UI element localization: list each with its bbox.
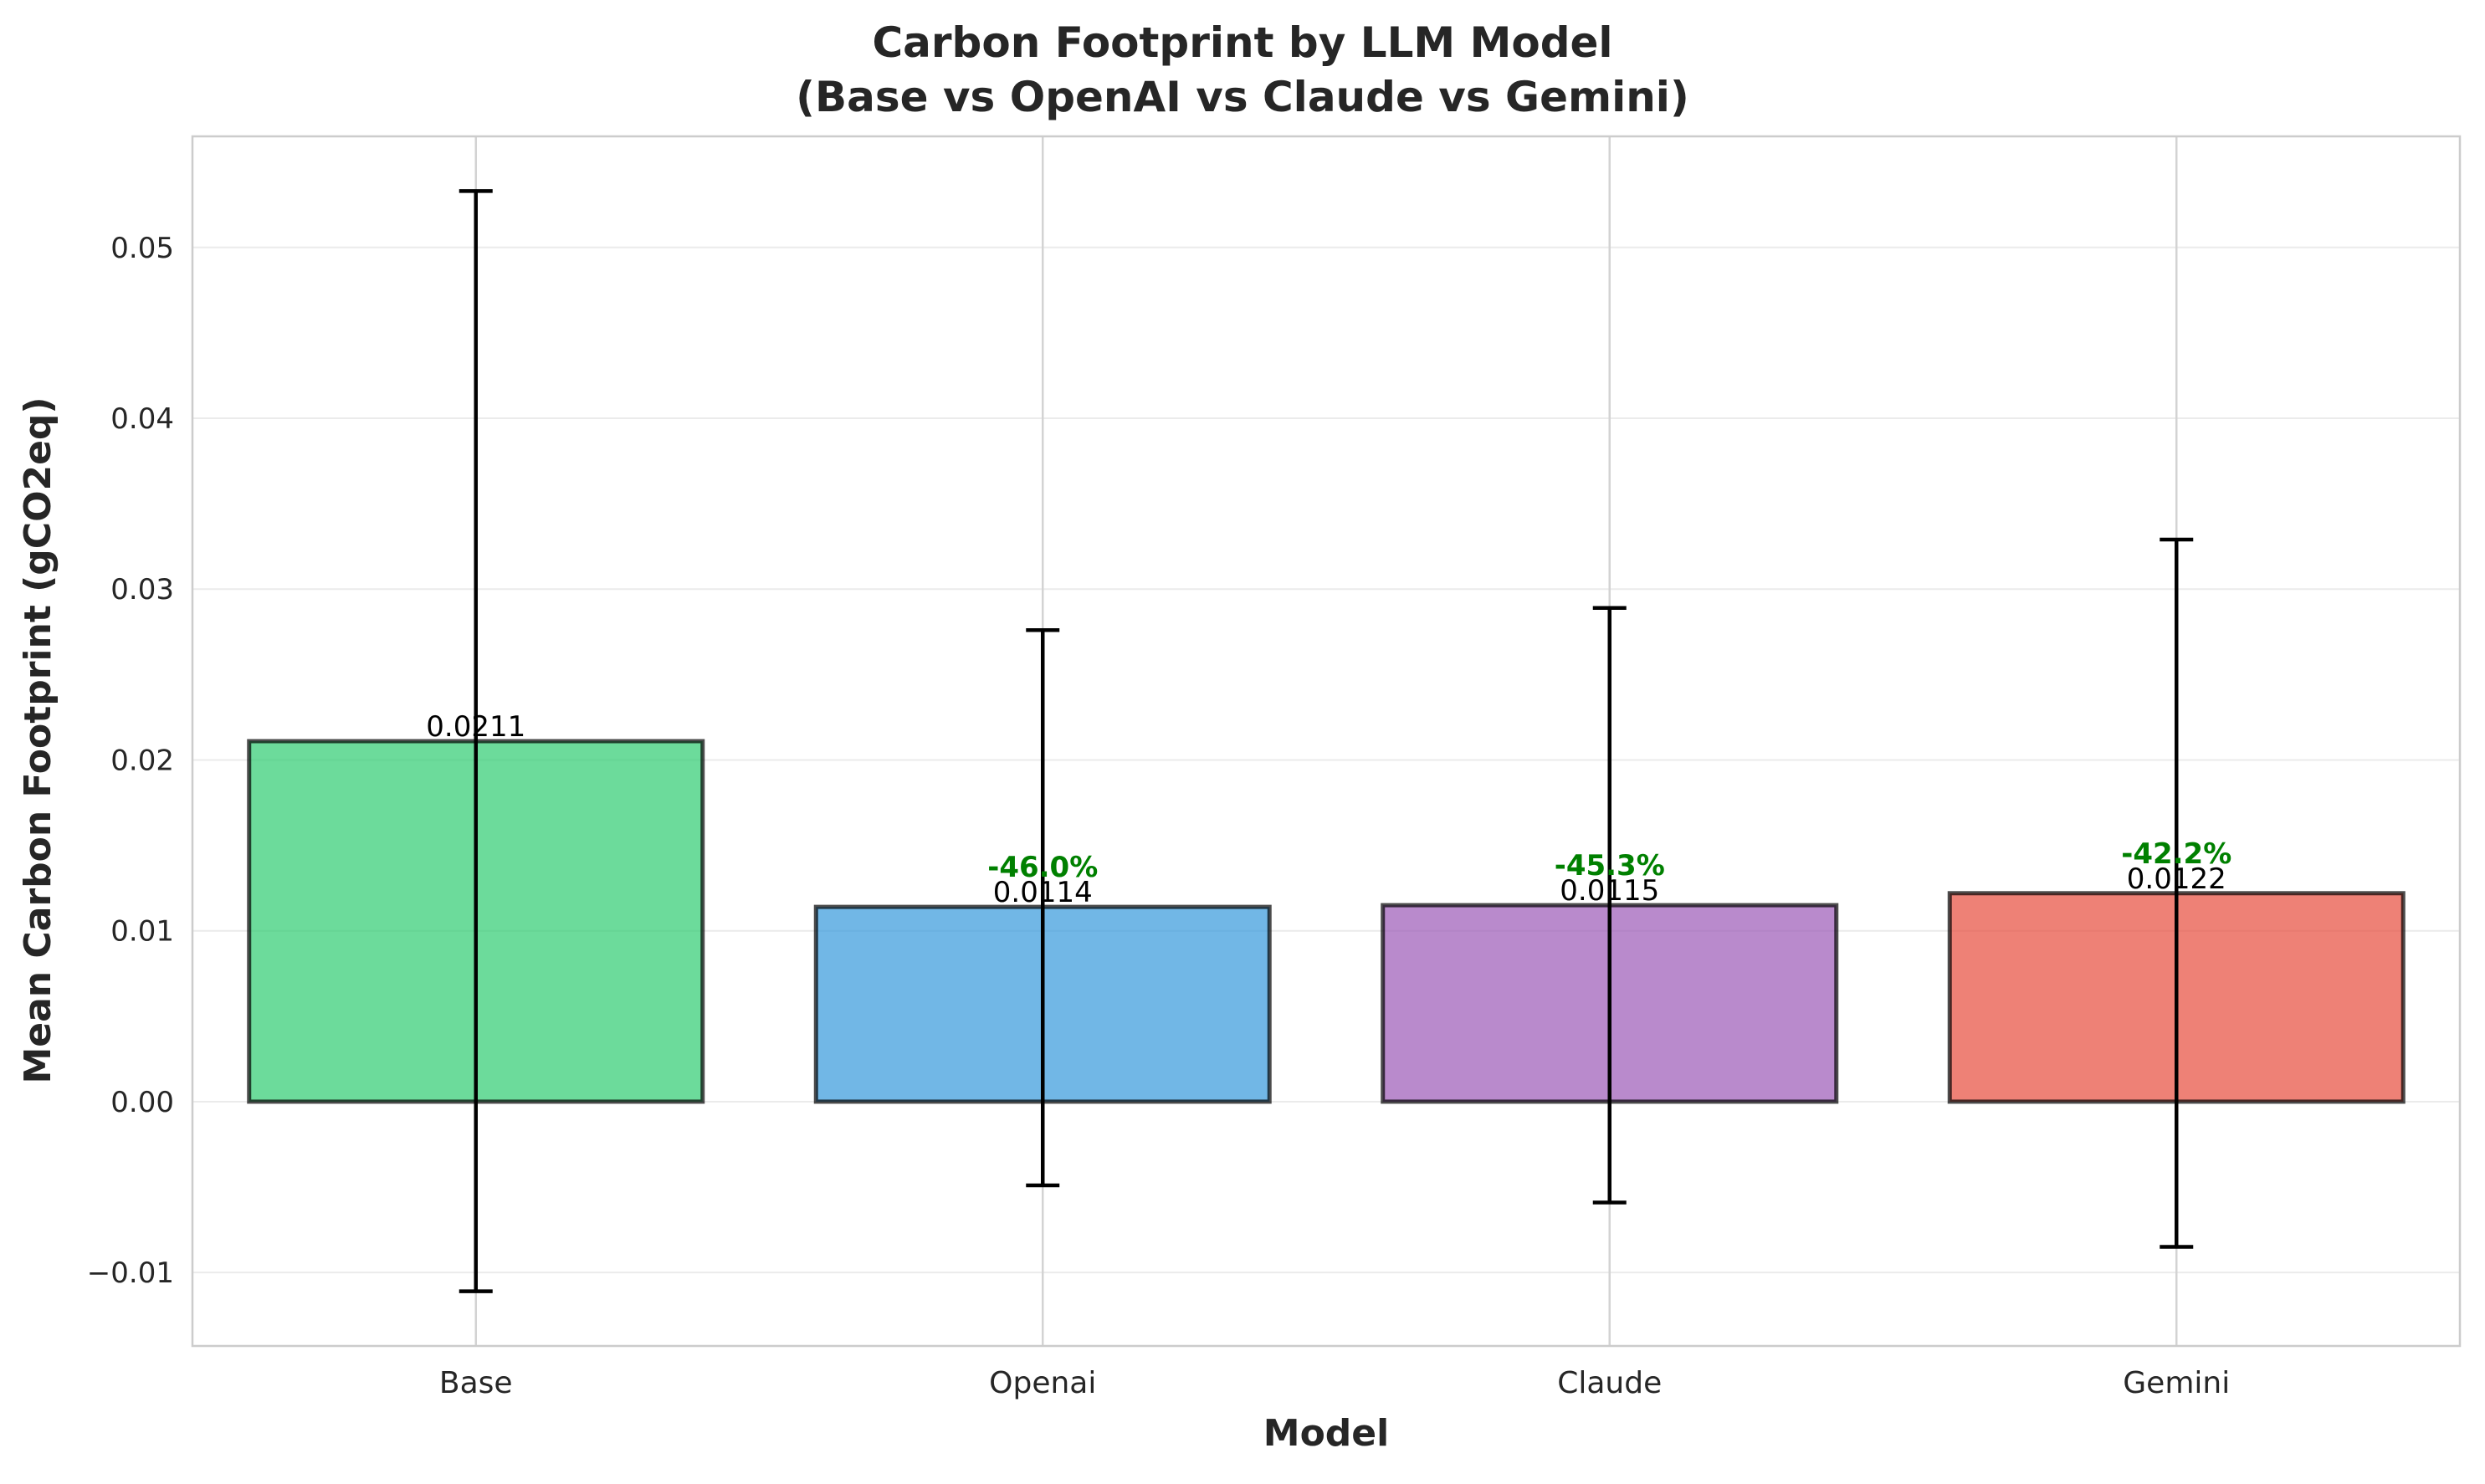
x-tick-label: Claude — [1557, 1366, 1662, 1400]
value-label: 0.0114 — [993, 876, 1093, 909]
x-tick-label: Base — [439, 1366, 513, 1400]
y-tick-label: 0.03 — [110, 573, 174, 606]
y-tick-label: 0.04 — [110, 402, 174, 436]
chart-title: Carbon Footprint by LLM Model — [872, 18, 1612, 67]
error-bars — [459, 189, 2194, 1293]
data-labels: 0.0211 0.0114-46.0% 0.0115-45.3% 0.0122-42.… — [426, 710, 2231, 909]
x-tick-label: Gemini — [2123, 1366, 2230, 1400]
change-label: -46.0% — [987, 851, 1098, 884]
y-tick-label: 0.02 — [110, 744, 174, 777]
change-label: -45.3% — [1555, 849, 1665, 883]
y-tick-label: −0.01 — [87, 1256, 174, 1290]
y-axis-label: Mean Carbon Footprint (gCO2eq) — [17, 397, 59, 1083]
y-tick-label: 0.01 — [110, 915, 174, 949]
value-label: 0.0211 — [426, 710, 525, 744]
x-axis-label: Model — [1263, 1412, 1389, 1455]
x-tick-label: Openai — [989, 1366, 1096, 1400]
chart-subtitle: (Base vs OpenAI vs Claude vs Gemini) — [796, 73, 1689, 121]
y-tick-label: 0.05 — [110, 232, 174, 265]
change-label: -42.2% — [2121, 837, 2231, 871]
axes: −0.01 0.00 0.01 0.02 0.03 0.04 0.05 Base Openai C… — [87, 135, 2462, 1400]
value-label: 0.0115 — [1560, 874, 1659, 908]
value-label: 0.0122 — [2127, 862, 2226, 896]
y-tick-label: 0.00 — [110, 1086, 174, 1119]
plot-frame — [191, 135, 2462, 1348]
